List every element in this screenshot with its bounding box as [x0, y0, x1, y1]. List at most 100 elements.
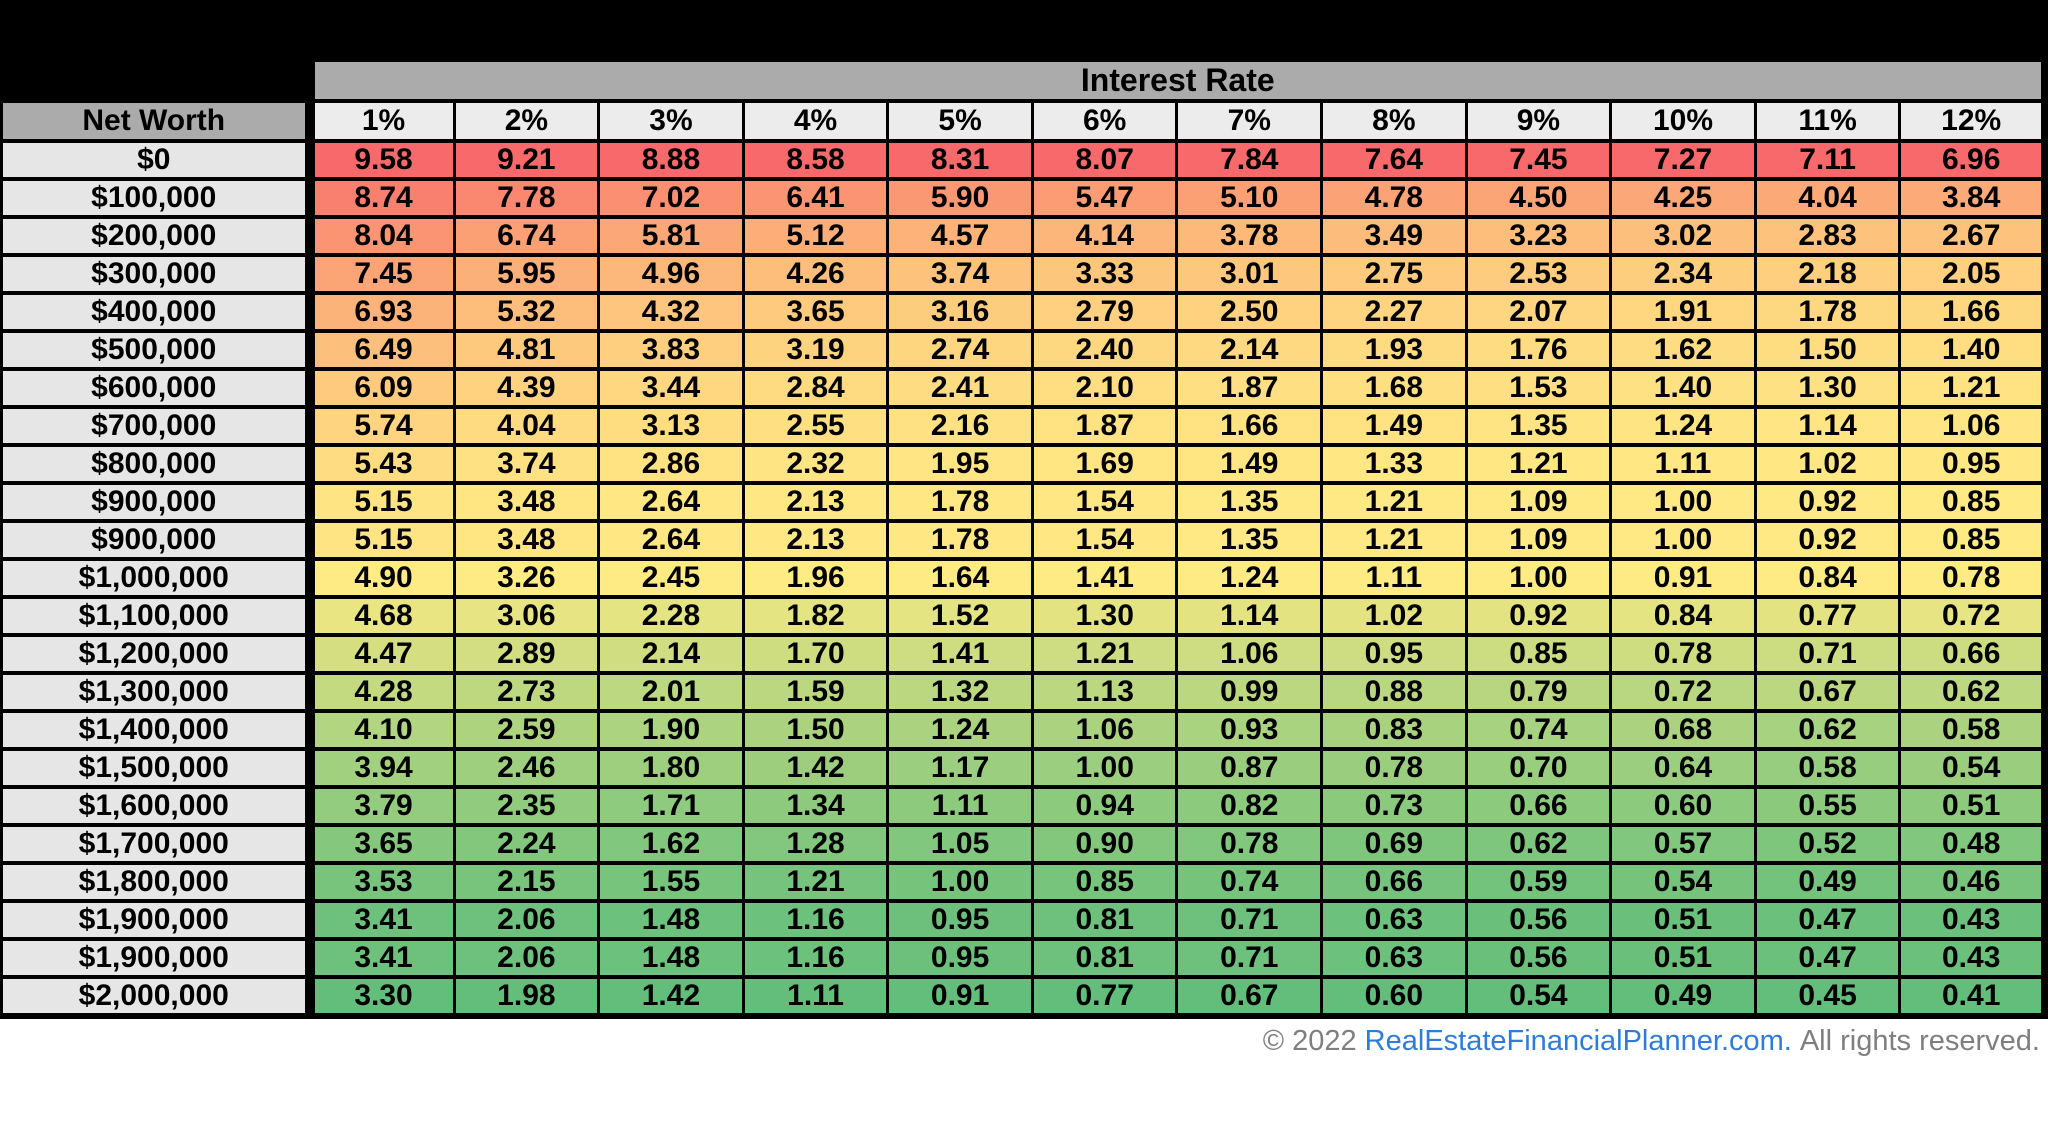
value-cell: 1.35 [1175, 519, 1324, 561]
value-cell: 8.74 [308, 177, 456, 219]
value-cell: 1.40 [1898, 329, 2046, 371]
table-row: $200,000 8.04 6.74 5.81 5.12 4.57 4.14 3.78 3.49… [0, 215, 2046, 257]
value-cell: 1.11 [1320, 557, 1468, 599]
value-cell: 2.05 [1898, 253, 2046, 295]
value-cell: 0.56 [1464, 899, 1613, 941]
value-cell: 1.87 [1175, 367, 1324, 409]
value-cell: 1.14 [1175, 595, 1324, 637]
value-cell: 1.49 [1320, 405, 1468, 447]
row-label: $1,500,000 [0, 747, 315, 789]
value-cell: 0.85 [1898, 481, 2046, 523]
value-cell: 1.14 [1753, 405, 1902, 447]
value-cell: 1.16 [741, 899, 890, 941]
table-row: $1,800,000 3.53 2.15 1.55 1.21 1.00 0.85 0.74 0.… [0, 861, 2046, 903]
value-cell: 0.52 [1753, 823, 1902, 865]
column-header: 6% [1030, 99, 1179, 143]
value-cell: 2.67 [1898, 215, 2046, 257]
value-cell: 1.91 [1609, 291, 1757, 333]
value-cell: 1.40 [1609, 367, 1757, 409]
table-row: $1,500,000 3.94 2.46 1.80 1.42 1.17 1.00 0.87 0.… [0, 747, 2046, 789]
value-cell: 2.55 [741, 405, 890, 447]
column-header: 5% [886, 99, 1034, 143]
value-cell: 4.04 [1753, 177, 1902, 219]
value-cell: 8.31 [886, 139, 1034, 181]
value-cell: 1.70 [741, 633, 890, 675]
value-cell: 0.54 [1609, 861, 1757, 903]
column-header: 11% [1753, 99, 1902, 143]
column-header: 1% [308, 99, 456, 143]
value-cell: 1.42 [741, 747, 890, 789]
value-cell: 1.00 [1609, 519, 1757, 561]
value-cell: 3.33 [1030, 253, 1179, 295]
value-cell: 1.78 [1753, 291, 1902, 333]
value-cell: 2.86 [597, 443, 745, 485]
value-cell: 0.55 [1753, 785, 1902, 827]
value-cell: 2.28 [597, 595, 745, 637]
value-cell: 0.51 [1609, 899, 1757, 941]
row-label: $1,000,000 [0, 557, 315, 599]
value-cell: 0.67 [1175, 975, 1324, 1018]
value-cell: 1.11 [741, 975, 890, 1018]
value-cell: 5.15 [308, 481, 456, 523]
value-cell: 3.01 [1175, 253, 1324, 295]
value-cell: 5.43 [308, 443, 456, 485]
top-black-band [0, 0, 2048, 58]
value-cell: 1.71 [597, 785, 745, 827]
value-cell: 1.41 [886, 633, 1034, 675]
value-cell: 0.70 [1464, 747, 1613, 789]
value-cell: 0.57 [1609, 823, 1757, 865]
value-cell: 0.78 [1898, 557, 2046, 599]
value-cell: 7.45 [1464, 139, 1613, 181]
value-cell: 0.46 [1898, 861, 2046, 903]
value-cell: 3.48 [452, 481, 601, 523]
value-cell: 1.21 [741, 861, 890, 903]
copyright-text: © 2022 [1262, 1024, 1357, 1057]
value-cell: 1.93 [1320, 329, 1468, 371]
value-cell: 0.85 [1898, 519, 2046, 561]
value-cell: 3.19 [741, 329, 890, 371]
net-worth-header: Net Worth [0, 99, 315, 143]
value-cell: 3.41 [308, 937, 456, 979]
value-cell: 0.58 [1753, 747, 1902, 789]
value-cell: 0.79 [1464, 671, 1613, 713]
value-cell: 9.58 [308, 139, 456, 181]
value-cell: 0.64 [1609, 747, 1757, 789]
value-cell: 1.02 [1320, 595, 1468, 637]
value-cell: 2.83 [1753, 215, 1902, 257]
value-cell: 4.96 [597, 253, 745, 295]
value-cell: 3.65 [741, 291, 890, 333]
value-cell: 0.82 [1175, 785, 1324, 827]
row-label: $1,800,000 [0, 861, 315, 903]
realestatefinancialplanner-link[interactable]: RealEstateFinancialPlanner.com. [1364, 1024, 1792, 1057]
value-cell: 0.93 [1175, 709, 1324, 751]
value-cell: 7.27 [1609, 139, 1757, 181]
row-label: $1,400,000 [0, 709, 315, 751]
value-cell: 1.06 [1175, 633, 1324, 675]
value-cell: 0.66 [1464, 785, 1613, 827]
value-cell: 0.60 [1609, 785, 1757, 827]
value-cell: 2.50 [1175, 291, 1324, 333]
value-cell: 0.71 [1175, 937, 1324, 979]
value-cell: 3.13 [597, 405, 745, 447]
value-cell: 3.94 [308, 747, 456, 789]
value-cell: 3.02 [1609, 215, 1757, 257]
value-cell: 4.68 [308, 595, 456, 637]
value-cell: 0.43 [1898, 937, 2046, 979]
value-cell: 3.74 [452, 443, 601, 485]
value-cell: 2.01 [597, 671, 745, 713]
value-cell: 0.74 [1175, 861, 1324, 903]
value-cell: 1.76 [1464, 329, 1613, 371]
value-cell: 0.99 [1175, 671, 1324, 713]
table-row: $900,000 5.15 3.48 2.64 2.13 1.78 1.54 1.35 1.21… [0, 519, 2046, 561]
value-cell: 5.10 [1175, 177, 1324, 219]
value-cell: 2.35 [452, 785, 601, 827]
value-cell: 5.90 [886, 177, 1034, 219]
value-cell: 2.13 [741, 519, 890, 561]
table-row: $2,000,000 3.30 1.98 1.42 1.11 0.91 0.77 0.67 0.… [0, 975, 2046, 1018]
value-cell: 1.41 [1030, 557, 1179, 599]
value-cell: 0.54 [1464, 975, 1613, 1018]
value-cell: 3.53 [308, 861, 456, 903]
table-row: $1,600,000 3.79 2.35 1.71 1.34 1.11 0.94 0.82 0.… [0, 785, 2046, 827]
row-label: $0 [0, 139, 315, 181]
value-cell: 2.24 [452, 823, 601, 865]
